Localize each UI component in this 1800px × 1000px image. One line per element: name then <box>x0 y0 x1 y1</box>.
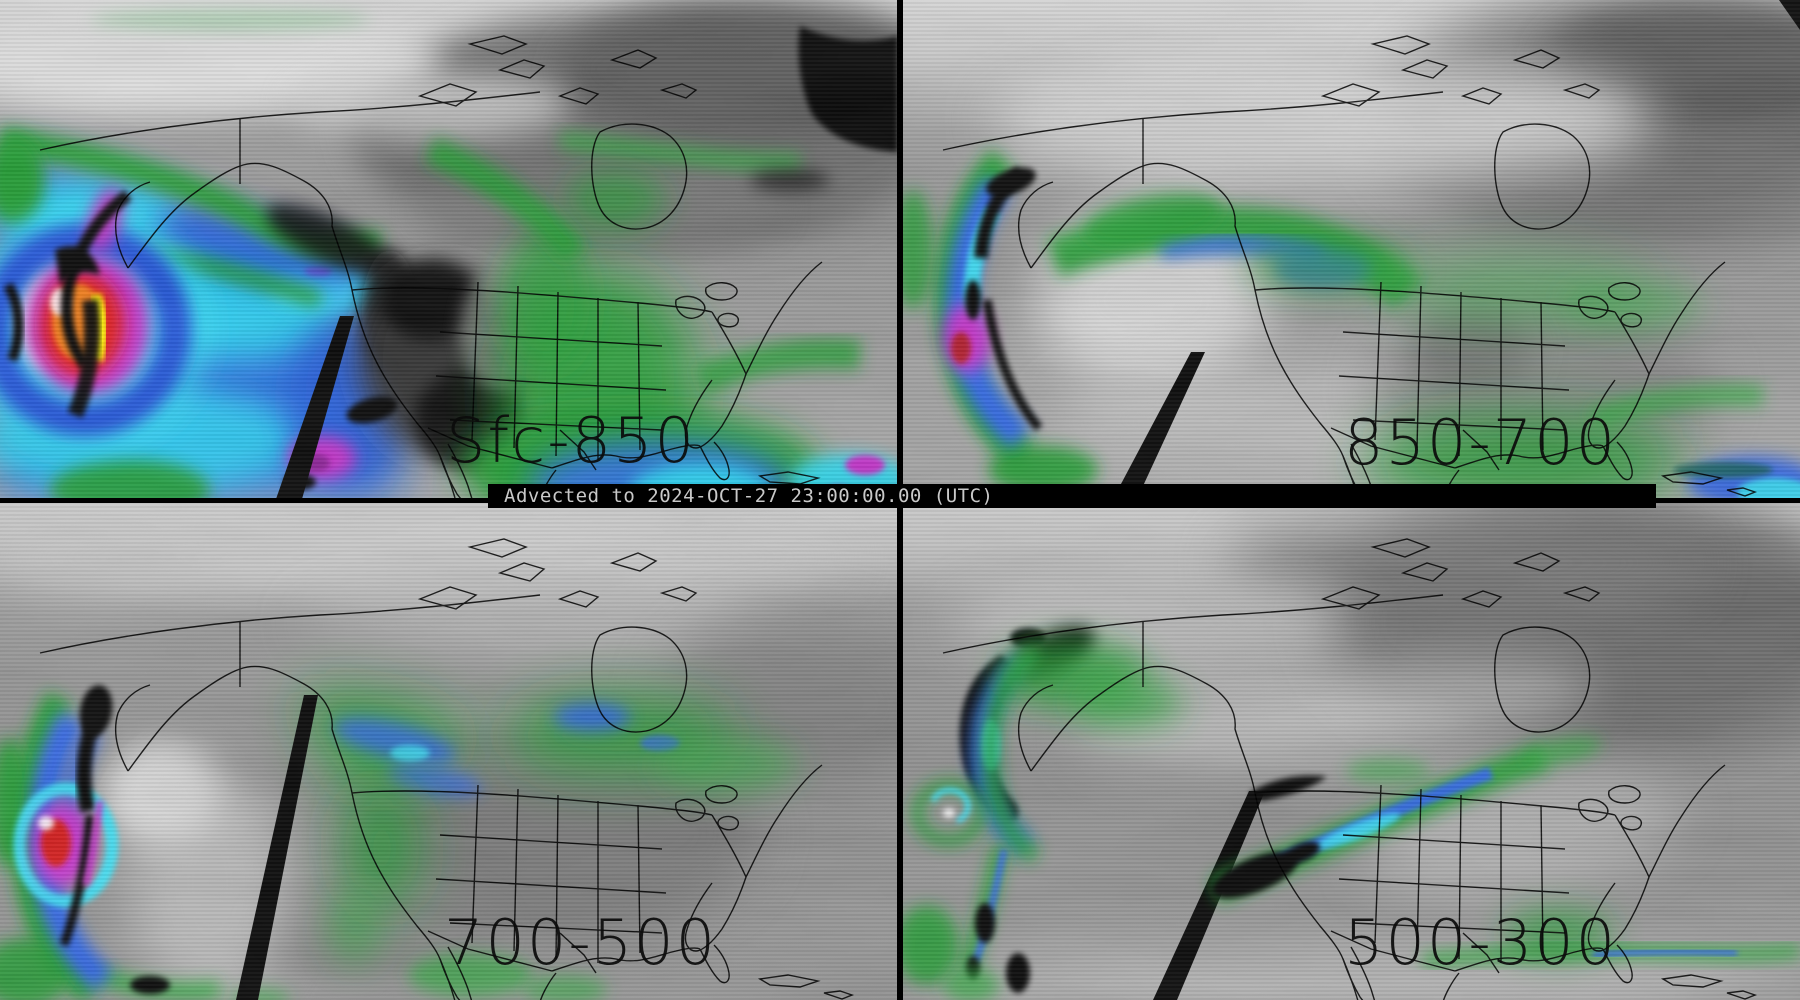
panel-850-700 <box>903 0 1800 499</box>
panel-label-sfc-850: Sfc-850 <box>446 404 696 477</box>
panel-500-300 <box>903 503 1800 1000</box>
panel-label-500-300: 500-300 <box>1344 906 1618 979</box>
panel-700-500 <box>0 503 898 1000</box>
advection-time-text: Advected to 2024-OCT-27 23:00:00.00 (UTC… <box>504 485 994 507</box>
advection-time-banner: Advected to 2024-OCT-27 23:00:00.00 (UTC… <box>488 484 1656 508</box>
panel-label-700-500: 700-500 <box>444 906 718 979</box>
panel-label-850-700: 850-700 <box>1344 406 1618 479</box>
panel-sfc-850 <box>0 0 898 499</box>
